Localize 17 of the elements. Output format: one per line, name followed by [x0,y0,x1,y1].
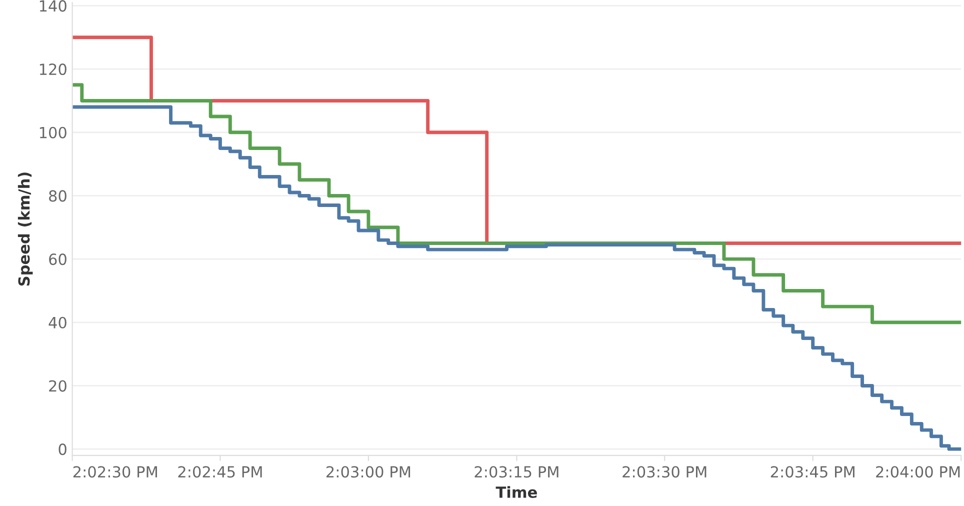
x-tick-label: 2:03:00 PM [326,466,410,478]
y-tick-label: 80 [49,190,66,202]
y-tick-label: 120 [40,64,66,76]
x-tick-label: 2:02:30 PM [73,466,157,478]
y-tick-label: 60 [49,254,66,266]
y-tick-label: 0 [58,444,66,456]
x-tick-label: 2:03:15 PM [474,466,558,478]
y-tick-label: 40 [48,316,66,328]
x-tick-label: 2:03:30 PM [622,466,706,478]
x-axis-title: Time [496,486,537,498]
y-tick-label: 20 [49,380,66,392]
y-axis-title: Speed (km/h) [18,172,33,286]
x-tick-label: 2:04:00 PM [876,466,960,478]
x-tick-label: 2:02:45 PM [178,466,262,478]
y-tick-label: 100 [40,126,66,138]
y-tick-label: 140 [40,0,66,12]
x-tick-label: 2:03:45 PM [770,466,854,478]
